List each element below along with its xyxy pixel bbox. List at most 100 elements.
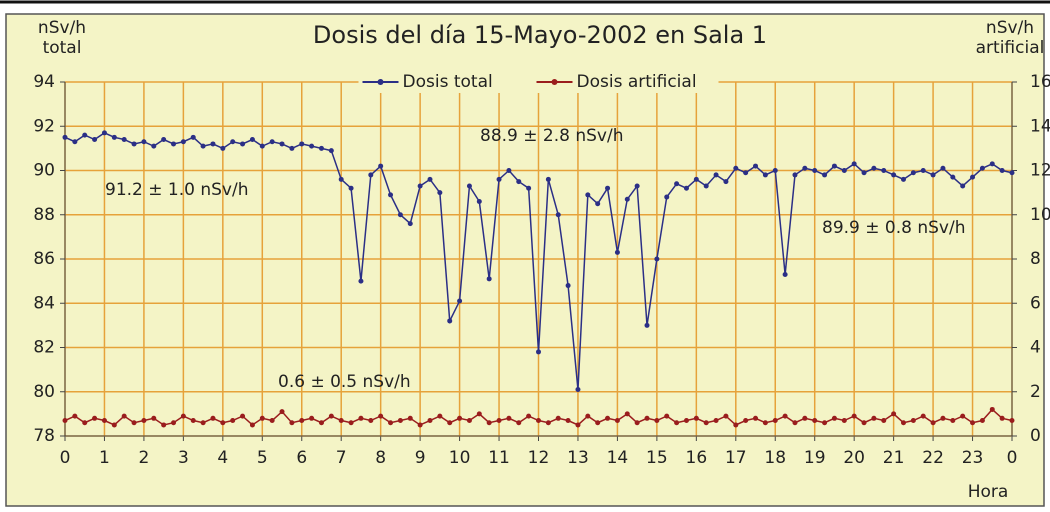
y-tick-label: 92 bbox=[33, 116, 55, 136]
data-point bbox=[979, 165, 985, 171]
data-point bbox=[210, 415, 216, 421]
data-point bbox=[634, 420, 640, 426]
y2-tick-label: 6 bbox=[1030, 293, 1041, 313]
data-point bbox=[378, 413, 384, 419]
x-tick-label: 2 bbox=[139, 448, 150, 468]
data-point bbox=[506, 168, 512, 173]
data-point bbox=[910, 418, 916, 424]
data-point bbox=[417, 422, 423, 428]
x-tick-label: 20 bbox=[843, 448, 865, 468]
data-point bbox=[506, 415, 512, 421]
data-point bbox=[753, 163, 759, 169]
data-point bbox=[466, 418, 472, 424]
x-tick-label: 0 bbox=[60, 448, 71, 468]
data-point bbox=[851, 161, 857, 167]
data-point bbox=[753, 415, 759, 421]
data-point bbox=[92, 415, 98, 421]
data-point bbox=[417, 183, 423, 189]
x-tick-label: 23 bbox=[962, 448, 984, 468]
data-point bbox=[674, 181, 680, 187]
data-point bbox=[131, 141, 137, 147]
data-point bbox=[831, 163, 837, 169]
data-point bbox=[171, 420, 177, 426]
data-point bbox=[762, 420, 768, 426]
data-point bbox=[101, 418, 107, 424]
y2-tick-label: 8 bbox=[1030, 249, 1041, 269]
data-point bbox=[269, 139, 275, 145]
data-point bbox=[476, 198, 482, 204]
data-point bbox=[161, 137, 167, 143]
data-point bbox=[674, 420, 680, 426]
data-point bbox=[782, 271, 788, 277]
data-point bbox=[496, 176, 502, 182]
data-point bbox=[299, 418, 305, 424]
y2-tick-label: 4 bbox=[1030, 338, 1041, 358]
y2-tick-label: 10 bbox=[1030, 205, 1050, 225]
data-point bbox=[822, 420, 828, 426]
legend-label: Dosis artificial bbox=[577, 72, 697, 92]
data-point bbox=[437, 413, 443, 419]
y-tick-label: 80 bbox=[33, 382, 55, 402]
data-point bbox=[200, 143, 206, 149]
data-point bbox=[466, 183, 472, 189]
data-point bbox=[693, 415, 699, 421]
data-point bbox=[644, 415, 650, 421]
data-point bbox=[940, 415, 946, 421]
x-tick-label: 6 bbox=[296, 448, 307, 468]
data-point bbox=[940, 165, 946, 171]
annotation: 91.2 ± 1.0 nSv/h bbox=[105, 180, 248, 200]
x-tick-label: 21 bbox=[883, 448, 905, 468]
data-point bbox=[831, 415, 837, 421]
data-point bbox=[318, 420, 324, 426]
y2-tick-label: 0 bbox=[1030, 426, 1041, 446]
data-point bbox=[861, 170, 867, 176]
data-point bbox=[545, 176, 551, 182]
data-point bbox=[861, 420, 867, 426]
data-point bbox=[605, 415, 611, 421]
data-point bbox=[555, 212, 561, 218]
data-point bbox=[457, 298, 463, 304]
data-point bbox=[368, 418, 374, 424]
data-point bbox=[358, 415, 364, 421]
data-point bbox=[171, 141, 177, 147]
data-point bbox=[703, 183, 709, 189]
data-point bbox=[683, 185, 689, 191]
data-point bbox=[545, 420, 551, 426]
data-point bbox=[151, 415, 157, 421]
data-point bbox=[950, 174, 956, 180]
annotation: 88.9 ± 2.8 nSv/h bbox=[480, 126, 623, 146]
data-point bbox=[960, 183, 966, 189]
y2-tick-label: 14 bbox=[1030, 116, 1050, 136]
data-point bbox=[979, 418, 985, 424]
data-point bbox=[289, 420, 295, 426]
data-point bbox=[496, 418, 502, 424]
data-point bbox=[910, 170, 916, 176]
data-point bbox=[309, 143, 315, 149]
y2-tick-label: 16 bbox=[1030, 72, 1050, 92]
y2-axis-label: nSv/h bbox=[986, 18, 1034, 38]
data-point bbox=[614, 418, 620, 424]
data-point bbox=[664, 194, 670, 200]
data-point bbox=[131, 420, 137, 426]
x-tick-label: 22 bbox=[922, 448, 944, 468]
data-point bbox=[348, 420, 354, 426]
data-point bbox=[614, 249, 620, 255]
x-tick-label: 8 bbox=[375, 448, 386, 468]
data-point bbox=[279, 409, 285, 415]
data-point bbox=[575, 387, 581, 393]
data-point bbox=[762, 172, 768, 178]
data-point bbox=[1009, 170, 1015, 176]
data-point bbox=[733, 165, 739, 171]
x-axis-label: Hora bbox=[968, 482, 1009, 502]
data-point bbox=[230, 139, 236, 145]
data-point bbox=[121, 137, 127, 143]
data-point bbox=[723, 413, 729, 419]
y-axis-label: total bbox=[43, 38, 82, 58]
x-tick-label: 18 bbox=[764, 448, 786, 468]
data-point bbox=[841, 418, 847, 424]
data-point bbox=[368, 172, 374, 178]
data-point bbox=[999, 168, 1005, 173]
data-point bbox=[141, 418, 147, 424]
data-point bbox=[999, 415, 1005, 421]
data-point bbox=[388, 420, 394, 426]
